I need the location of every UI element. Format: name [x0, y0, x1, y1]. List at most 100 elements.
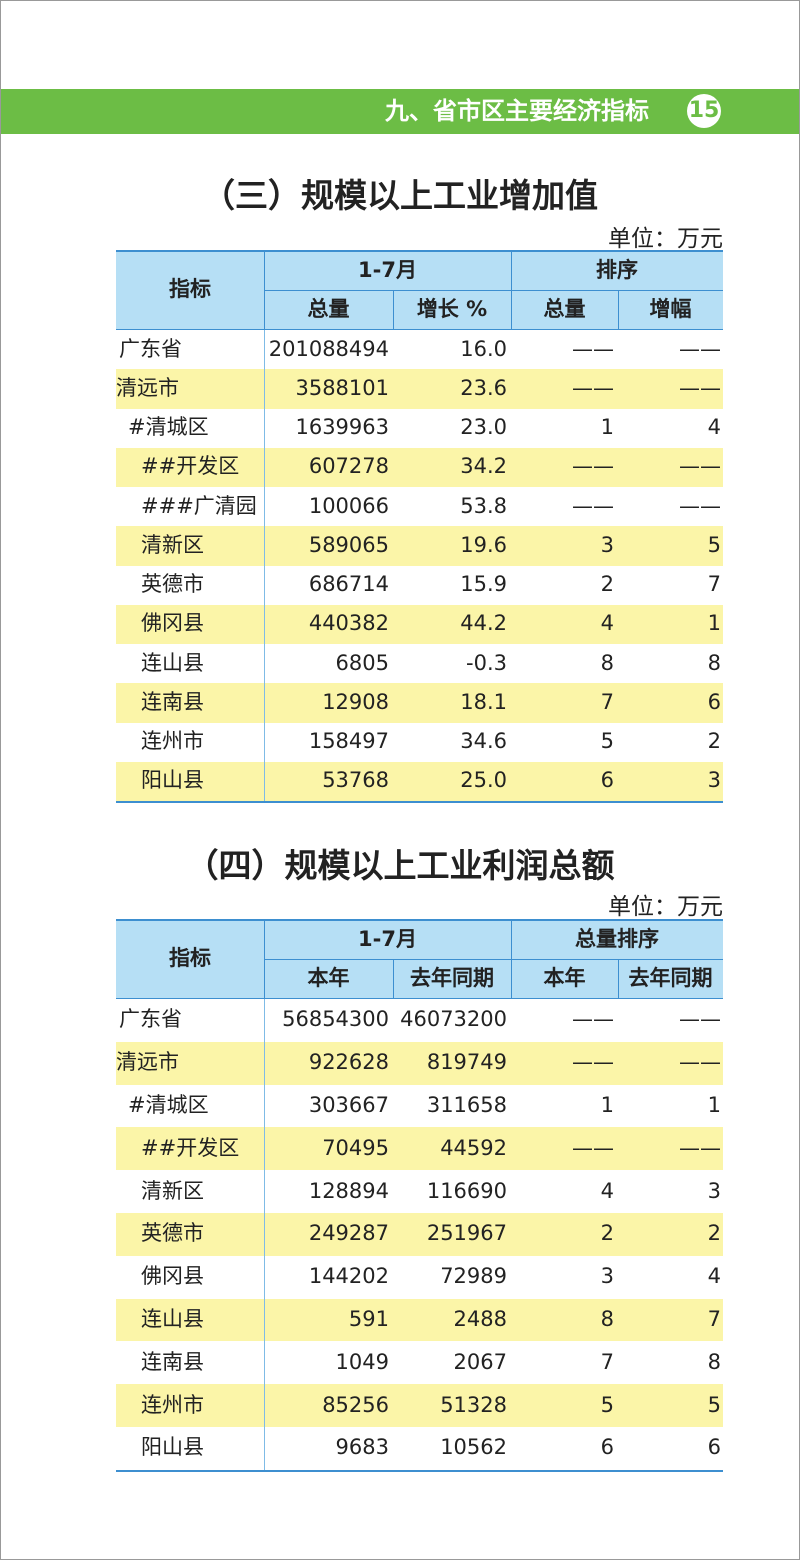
header-cell: 总量 — [307, 296, 350, 321]
cell-value: 6805 — [335, 650, 389, 675]
cell-value: 23.0 — [460, 415, 507, 440]
cell-value: 3 — [707, 768, 721, 793]
cell-value: 44.2 — [460, 611, 507, 636]
cell-value: 144202 — [308, 1264, 389, 1289]
row-bg — [116, 1127, 723, 1171]
cell-value: 6 — [707, 1435, 721, 1460]
cell-value: 158497 — [308, 729, 389, 754]
cell-value: 85256 — [322, 1392, 389, 1417]
row-bg — [116, 526, 723, 566]
cell-value: -0.3 — [466, 650, 507, 675]
page-number: 15 — [687, 94, 721, 128]
banner — [1, 89, 799, 134]
row-label: #清城区 — [128, 1093, 209, 1117]
rule — [511, 920, 512, 998]
cell-value: 5 — [707, 1392, 721, 1417]
cell-value: —— — [679, 375, 721, 400]
rule — [618, 290, 619, 329]
row-label: 连州市 — [141, 1392, 204, 1417]
cell-value: 72989 — [440, 1264, 507, 1289]
cell-value: —— — [572, 336, 614, 361]
header-cell: 总量排序 — [575, 926, 659, 951]
rule — [264, 959, 723, 960]
row-label: 连山县 — [141, 650, 204, 675]
cell-value: —— — [679, 1007, 721, 1032]
header-cell: 去年同期 — [410, 965, 494, 990]
cell-value: —— — [572, 493, 614, 518]
row-label: 连南县 — [141, 689, 204, 714]
row-label: 连南县 — [141, 1349, 204, 1374]
row-bg — [116, 1213, 723, 1256]
rule — [116, 250, 723, 252]
header-cell: 1-7月 — [358, 926, 417, 951]
cell-value: 303667 — [308, 1093, 389, 1117]
cell-value: 591 — [348, 1307, 389, 1331]
cell-value: 9683 — [335, 1435, 389, 1460]
row-label: 清新区 — [141, 1178, 204, 1203]
cell-value: 1 — [707, 611, 721, 636]
row-label: 英德市 — [141, 572, 204, 597]
row-label: 阳山县 — [141, 1435, 204, 1460]
cell-value: 922628 — [308, 1050, 389, 1075]
row-label: 佛冈县 — [141, 611, 204, 636]
cell-value: 1 — [600, 415, 614, 440]
cell-value: 4 — [600, 611, 614, 636]
cell-value: 70495 — [322, 1135, 389, 1160]
unit-label: 单位：万元 — [608, 894, 723, 920]
cell-value: —— — [572, 375, 614, 400]
cell-value: 607278 — [308, 454, 389, 479]
cell-value: 686714 — [308, 572, 389, 597]
header-cell: 增幅 — [649, 296, 692, 321]
row-bg — [116, 604, 723, 644]
cell-value: 6 — [600, 768, 614, 793]
cell-value: —— — [572, 1050, 614, 1075]
cell-value: 5 — [600, 729, 614, 754]
rule — [116, 329, 723, 330]
cell-value: 4 — [600, 1178, 614, 1203]
cell-value: 53768 — [322, 768, 389, 793]
header-cell: 本年 — [307, 965, 350, 990]
unit-label: 单位：万元 — [608, 226, 723, 252]
rule — [264, 251, 265, 329]
cell-value: 12908 — [322, 689, 389, 714]
cell-value: 7 — [600, 689, 614, 714]
cell-value: 2488 — [453, 1307, 507, 1331]
cell-value: 7 — [707, 572, 721, 597]
cell-value: 819749 — [426, 1050, 507, 1075]
cell-value: —— — [572, 454, 614, 479]
cell-value: —— — [679, 454, 721, 479]
row-label: 清新区 — [141, 532, 204, 557]
cell-value: 34.2 — [460, 454, 507, 479]
cell-value: 1639963 — [295, 415, 389, 440]
row-label: ##开发区 — [141, 1135, 240, 1160]
cell-value: 3588101 — [295, 375, 389, 400]
row-label: 清远市 — [116, 375, 179, 400]
cell-value: —— — [679, 336, 721, 361]
cell-value: 15.9 — [460, 572, 507, 597]
cell-value: 100066 — [308, 493, 389, 518]
cell-value: 311658 — [426, 1093, 507, 1117]
cell-value: 1 — [600, 1093, 614, 1117]
cell-value: 19.6 — [460, 532, 507, 557]
rule — [116, 801, 723, 803]
cell-value: 5 — [600, 1392, 614, 1417]
row-bg — [116, 447, 723, 487]
cell-value: 1049 — [335, 1349, 389, 1374]
cell-value: 2 — [600, 1221, 614, 1246]
row-label: #清城区 — [128, 415, 209, 440]
cell-value: 34.6 — [460, 729, 507, 754]
cell-value: 251967 — [426, 1221, 507, 1246]
rule — [393, 959, 394, 998]
row-label: 阳山县 — [141, 768, 204, 793]
cell-value: 2067 — [453, 1349, 507, 1374]
row-label: 佛冈县 — [141, 1264, 204, 1289]
cell-value: —— — [572, 1135, 614, 1160]
header-cell: 1-7月 — [358, 257, 417, 282]
row-label: 广东省 — [119, 1007, 182, 1032]
cell-value: 16.0 — [460, 336, 507, 361]
cell-value: 7 — [707, 1307, 721, 1331]
cell-value: 23.6 — [460, 375, 507, 400]
row-bg — [116, 1041, 723, 1085]
cell-value: 3 — [600, 532, 614, 557]
